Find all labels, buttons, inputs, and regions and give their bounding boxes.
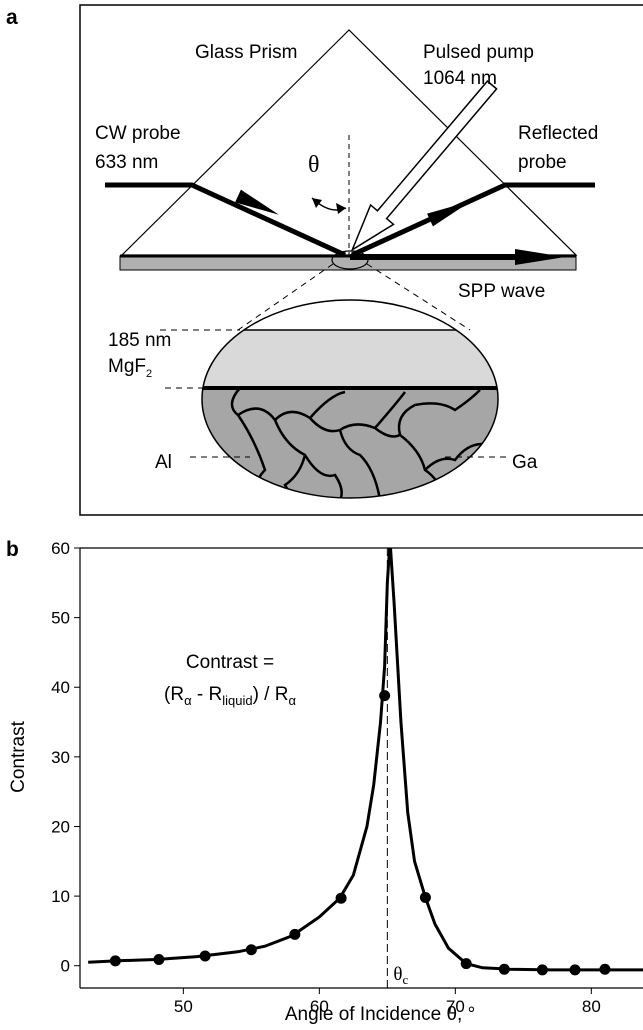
y-axis-label: Contrast bbox=[8, 720, 29, 793]
label: Glass Prism bbox=[195, 42, 297, 63]
label: θ bbox=[308, 152, 320, 178]
y-tick-label: 10 bbox=[51, 887, 70, 906]
formula-part: (R bbox=[164, 684, 184, 705]
pump-arrow bbox=[350, 80, 498, 252]
label: Ga bbox=[512, 452, 538, 473]
label: MgF bbox=[108, 356, 146, 377]
formula-sub: liquid bbox=[222, 693, 252, 708]
data-point bbox=[335, 892, 347, 904]
critical-angle-label: θc bbox=[393, 964, 408, 987]
spp-arrow bbox=[515, 249, 565, 265]
data-point bbox=[599, 963, 611, 975]
mgf2-layer bbox=[202, 330, 498, 388]
label-sub: 2 bbox=[146, 368, 152, 380]
panel-b: b Contrast Angle of Incidence θ, ° Contr… bbox=[6, 538, 643, 1025]
critical-angle-symbol: θ bbox=[393, 964, 402, 985]
data-point bbox=[498, 963, 510, 975]
arc-head bbox=[312, 198, 322, 208]
spot bbox=[331, 250, 369, 270]
arc-head bbox=[336, 203, 346, 214]
data-point bbox=[153, 953, 165, 965]
curve bbox=[88, 548, 643, 972]
data-point bbox=[460, 958, 472, 970]
frame bbox=[79, 4, 643, 516]
data-point bbox=[379, 690, 391, 702]
y-tick-label: 50 bbox=[51, 609, 70, 628]
formula: Contrast = bbox=[186, 652, 274, 673]
label: Al bbox=[155, 452, 172, 473]
label: 633 nm bbox=[95, 152, 158, 173]
x-tick-label: 60 bbox=[310, 997, 329, 1016]
data-point bbox=[536, 964, 548, 976]
data-point bbox=[419, 891, 431, 903]
label: SPP wave bbox=[458, 281, 545, 302]
label: MgF2 bbox=[108, 356, 152, 380]
x-tick-label: 80 bbox=[582, 997, 601, 1016]
zoom-line bbox=[237, 263, 334, 331]
label: probe bbox=[518, 152, 567, 173]
y-tick-label: 60 bbox=[51, 539, 70, 558]
zoom-outline bbox=[201, 299, 499, 499]
reflected-beam bbox=[350, 182, 595, 258]
formula-part: - R bbox=[192, 684, 223, 705]
critical-angle-sub: c bbox=[402, 972, 408, 987]
data-point bbox=[199, 950, 211, 962]
x-tick-label: 50 bbox=[174, 997, 193, 1016]
formula-sub: α bbox=[288, 693, 296, 708]
label: CW probe bbox=[95, 123, 181, 144]
zoom bbox=[202, 300, 498, 498]
metal-layer bbox=[202, 388, 498, 498]
x-tick-label: 70 bbox=[446, 997, 465, 1016]
formula-part: ) / R bbox=[253, 684, 289, 705]
data-point bbox=[289, 928, 301, 940]
panel-a: a bbox=[6, 4, 643, 516]
zoom-line bbox=[366, 263, 471, 331]
probe-arrow bbox=[235, 189, 279, 215]
x-axis-label: Angle of Incidence θ, ° bbox=[285, 1004, 475, 1025]
y-tick-label: 20 bbox=[51, 817, 70, 836]
y-tick-label: 30 bbox=[51, 748, 70, 767]
formula-sub: α bbox=[184, 693, 192, 708]
panel-label: b bbox=[6, 538, 19, 561]
panel-label: a bbox=[6, 6, 18, 29]
y-tick-label: 0 bbox=[61, 957, 70, 976]
label: 1064 nm bbox=[423, 68, 497, 89]
label: 185 nm bbox=[108, 330, 171, 351]
data-point bbox=[109, 955, 121, 967]
formula: (Rα - Rliquid) / Rα bbox=[164, 684, 296, 708]
data-point bbox=[569, 964, 581, 976]
prism bbox=[120, 29, 578, 256]
label: Pulsed pump bbox=[423, 42, 534, 63]
label: Reflected bbox=[518, 123, 598, 144]
probe-beam bbox=[105, 182, 347, 258]
data-point bbox=[245, 944, 257, 956]
reflected-arrow bbox=[427, 201, 471, 227]
plot-area bbox=[88, 548, 643, 976]
y-tick-label: 40 bbox=[51, 678, 70, 697]
